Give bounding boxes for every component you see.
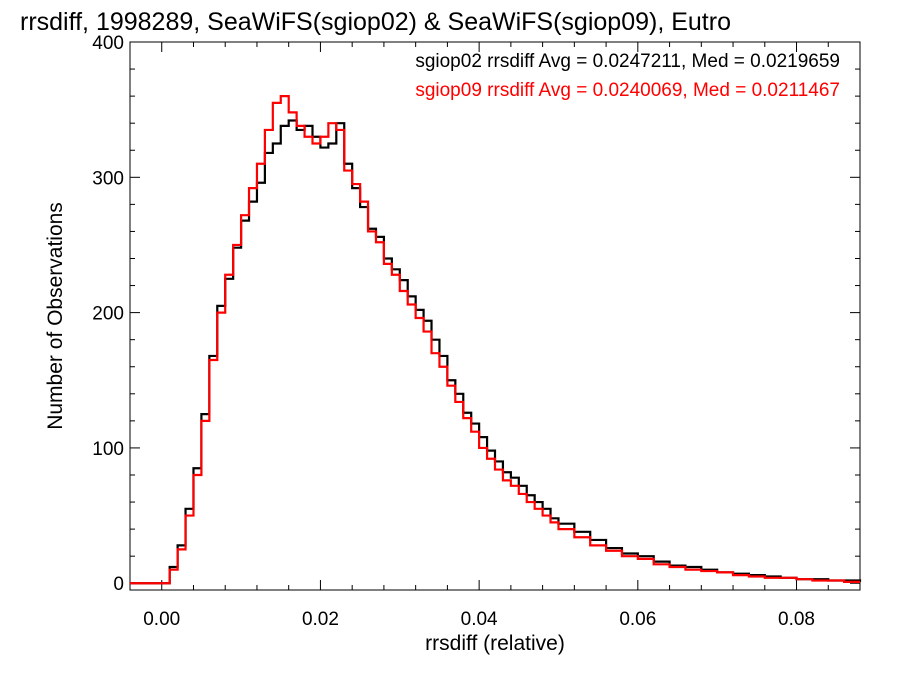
series-line-1: [130, 95, 860, 585]
y-tick-label: 100: [92, 439, 124, 460]
plot-frame: [129, 41, 861, 591]
x-tick-label: 0.08: [778, 609, 815, 630]
y-tick-label: 400: [92, 33, 124, 54]
x-tick-label: 0.06: [619, 609, 656, 630]
annotation-sgiop09: sgiop09 rrsdiff Avg = 0.0240069, Med = 0…: [415, 80, 840, 101]
x-tick-label: 0.02: [302, 609, 339, 630]
series-line-0: [130, 119, 862, 585]
y-axis-title: Number of Observations: [44, 202, 67, 430]
chart-title: rrsdiff, 1998289, SeaWiFS(sgiop02) & Sea…: [20, 8, 731, 36]
y-tick-label: 0: [113, 574, 124, 595]
y-tick-label: 200: [92, 304, 124, 325]
y-tick-label: 300: [92, 168, 124, 189]
series-layer: [130, 95, 862, 585]
axis-ticks: 0.00 0.02 0.04 0.06 0.08 0 100 200 300 400: [92, 33, 861, 630]
annotation-sgiop02: sgiop02 rrsdiff Avg = 0.0247211, Med = 0…: [415, 51, 840, 72]
x-tick-label: 0.04: [461, 609, 498, 630]
x-tick-label: 0.00: [143, 609, 180, 630]
x-axis-title: rrsdiff (relative): [425, 632, 565, 655]
